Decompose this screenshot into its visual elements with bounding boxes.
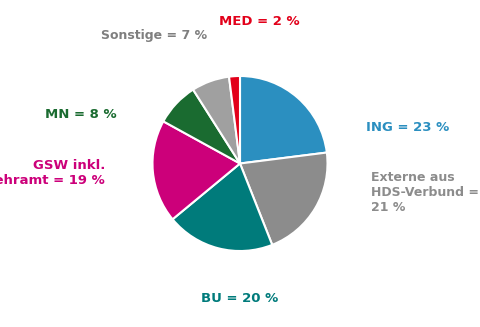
Wedge shape [193, 77, 240, 164]
Text: MED = 2 %: MED = 2 % [219, 15, 300, 28]
Text: BU = 20 %: BU = 20 % [202, 292, 278, 305]
Wedge shape [173, 164, 272, 251]
Wedge shape [229, 76, 240, 164]
Text: GSW inkl.
Lehramt = 19 %: GSW inkl. Lehramt = 19 % [0, 159, 105, 187]
Text: Sonstige = 7 %: Sonstige = 7 % [101, 28, 207, 42]
Text: ING = 23 %: ING = 23 % [366, 121, 449, 134]
Wedge shape [240, 152, 327, 245]
Wedge shape [240, 76, 327, 164]
Wedge shape [153, 121, 240, 219]
Text: MN = 8 %: MN = 8 % [45, 108, 116, 121]
Text: Externe aus
HDS-Verbund =
21 %: Externe aus HDS-Verbund = 21 % [371, 171, 479, 214]
Wedge shape [163, 90, 240, 164]
